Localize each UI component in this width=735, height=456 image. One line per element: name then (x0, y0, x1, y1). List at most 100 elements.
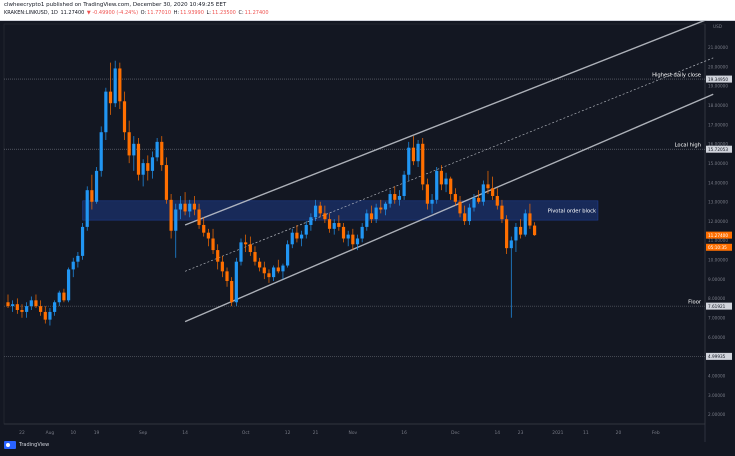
horizontal-line-tag-text: 15.72053 (708, 147, 728, 152)
horizontal-line-tag-text: 7.61921 (708, 304, 726, 309)
y-tick-label: 17.00000 (708, 122, 728, 127)
candle-body (43, 311, 47, 320)
candle-body (11, 304, 15, 307)
candle-body (39, 306, 43, 312)
candle-body (416, 143, 420, 162)
candle-body (104, 91, 108, 133)
x-tick-label: 12 (285, 430, 291, 436)
x-tick-label: 21 (313, 430, 319, 436)
candle-body (62, 292, 66, 301)
candle-body (267, 273, 271, 278)
pivotal-order-block-zone (82, 200, 599, 221)
channel-line-upper (184, 16, 714, 226)
candle-body (127, 132, 131, 156)
y-tick-label: 16.00000 (708, 142, 728, 147)
horizontal-line-label: Highest daily close (652, 73, 701, 79)
candle-body (402, 174, 406, 196)
y-tick-label: 4.00000 (708, 373, 726, 378)
horizontal-line-tag-text: 4.99935 (708, 354, 726, 359)
x-tick-label: Dec (451, 430, 460, 436)
candle-body (192, 203, 196, 210)
candle-body (313, 205, 318, 218)
low-label: L: (206, 10, 211, 16)
y-tick-label: 2.00000 (708, 412, 726, 417)
high-label: H: (173, 10, 180, 16)
candle-body (160, 141, 164, 166)
candle-body (141, 163, 145, 175)
candle-body (374, 207, 378, 220)
x-tick-label: 23 (518, 430, 524, 436)
candle-body (430, 199, 434, 204)
candle-body (346, 234, 350, 239)
candle-body (272, 267, 276, 278)
x-tick-label: 22 (19, 430, 25, 436)
candle-body (85, 190, 89, 227)
y-tick-label: 19.00000 (708, 84, 728, 89)
candle-body (25, 306, 29, 312)
candle-body (481, 184, 485, 202)
candle-body (397, 195, 402, 200)
candle-body (188, 203, 192, 212)
y-tick-label: 8.00000 (708, 296, 726, 301)
candle-body (295, 232, 299, 239)
candle-body (393, 194, 397, 200)
candle-body (327, 219, 332, 229)
horizontal-line-tag-text: 19.34950 (708, 77, 728, 82)
footer-brand: TradingView (19, 442, 50, 448)
candle-body (388, 194, 392, 204)
candle-body (323, 213, 327, 220)
candle-body (425, 184, 429, 204)
candle-body (528, 213, 532, 226)
horizontal-line-tag (706, 75, 732, 83)
y-tick-label: 11.00000 (708, 238, 728, 243)
candle-body (355, 238, 360, 245)
price-chart[interactable]: 21.00000 20.00000 19.00000 18.00000 17.00000… (0, 16, 735, 452)
candle-body (6, 302, 10, 307)
publisher-line: clwheecrypto1 published on TradingView.c… (4, 2, 227, 8)
x-tick-label: 16 (401, 430, 407, 436)
x-tick-label: Aug (46, 430, 55, 436)
open-value: 11.77010 (147, 10, 172, 16)
candle-body (472, 197, 476, 208)
candle-body (113, 68, 117, 104)
candle-body (337, 223, 341, 227)
candle-body (281, 265, 285, 272)
x-tick-label: 19 (94, 430, 100, 436)
candle-body (491, 188, 495, 196)
last-price: 11.27400 (60, 10, 85, 16)
candle-body (132, 143, 136, 156)
candle-body (76, 255, 80, 262)
chart-area[interactable]: 21.00000 20.00000 19.00000 18.00000 17.00000… (0, 16, 735, 452)
candle-body (53, 302, 57, 312)
high-value: 11.93990 (180, 10, 204, 16)
horizontal-line-label: Local high (675, 143, 701, 149)
candle-body (369, 213, 374, 220)
candle-body (234, 261, 238, 303)
open-label: O: (140, 10, 147, 16)
price-tag (706, 243, 732, 251)
candle-body (519, 226, 523, 235)
candle-body (532, 225, 537, 236)
candle-body (458, 201, 462, 214)
candle-body (383, 203, 388, 210)
candle-body (411, 147, 416, 162)
horizontal-line-label: Floor (688, 300, 702, 306)
candle-body (351, 234, 355, 245)
candle-body (379, 207, 383, 210)
close-label: C: (238, 10, 244, 16)
candle-body (477, 197, 481, 202)
y-tick-label: 15.00000 (708, 161, 728, 166)
candle-body (183, 203, 187, 212)
candles (6, 60, 537, 326)
candle-body (467, 207, 471, 222)
y-tick-label: 21.00000 (708, 45, 728, 50)
chart-header: clwheecrypto1 published on TradingView.c… (0, 0, 735, 21)
candle-body (407, 147, 411, 175)
candle-body (332, 223, 336, 229)
candle-body (20, 309, 24, 312)
candle-body (449, 178, 453, 195)
candle-body (155, 141, 159, 158)
candle-body (421, 143, 425, 185)
candle-body (216, 250, 220, 262)
plot-frame (3, 23, 706, 425)
